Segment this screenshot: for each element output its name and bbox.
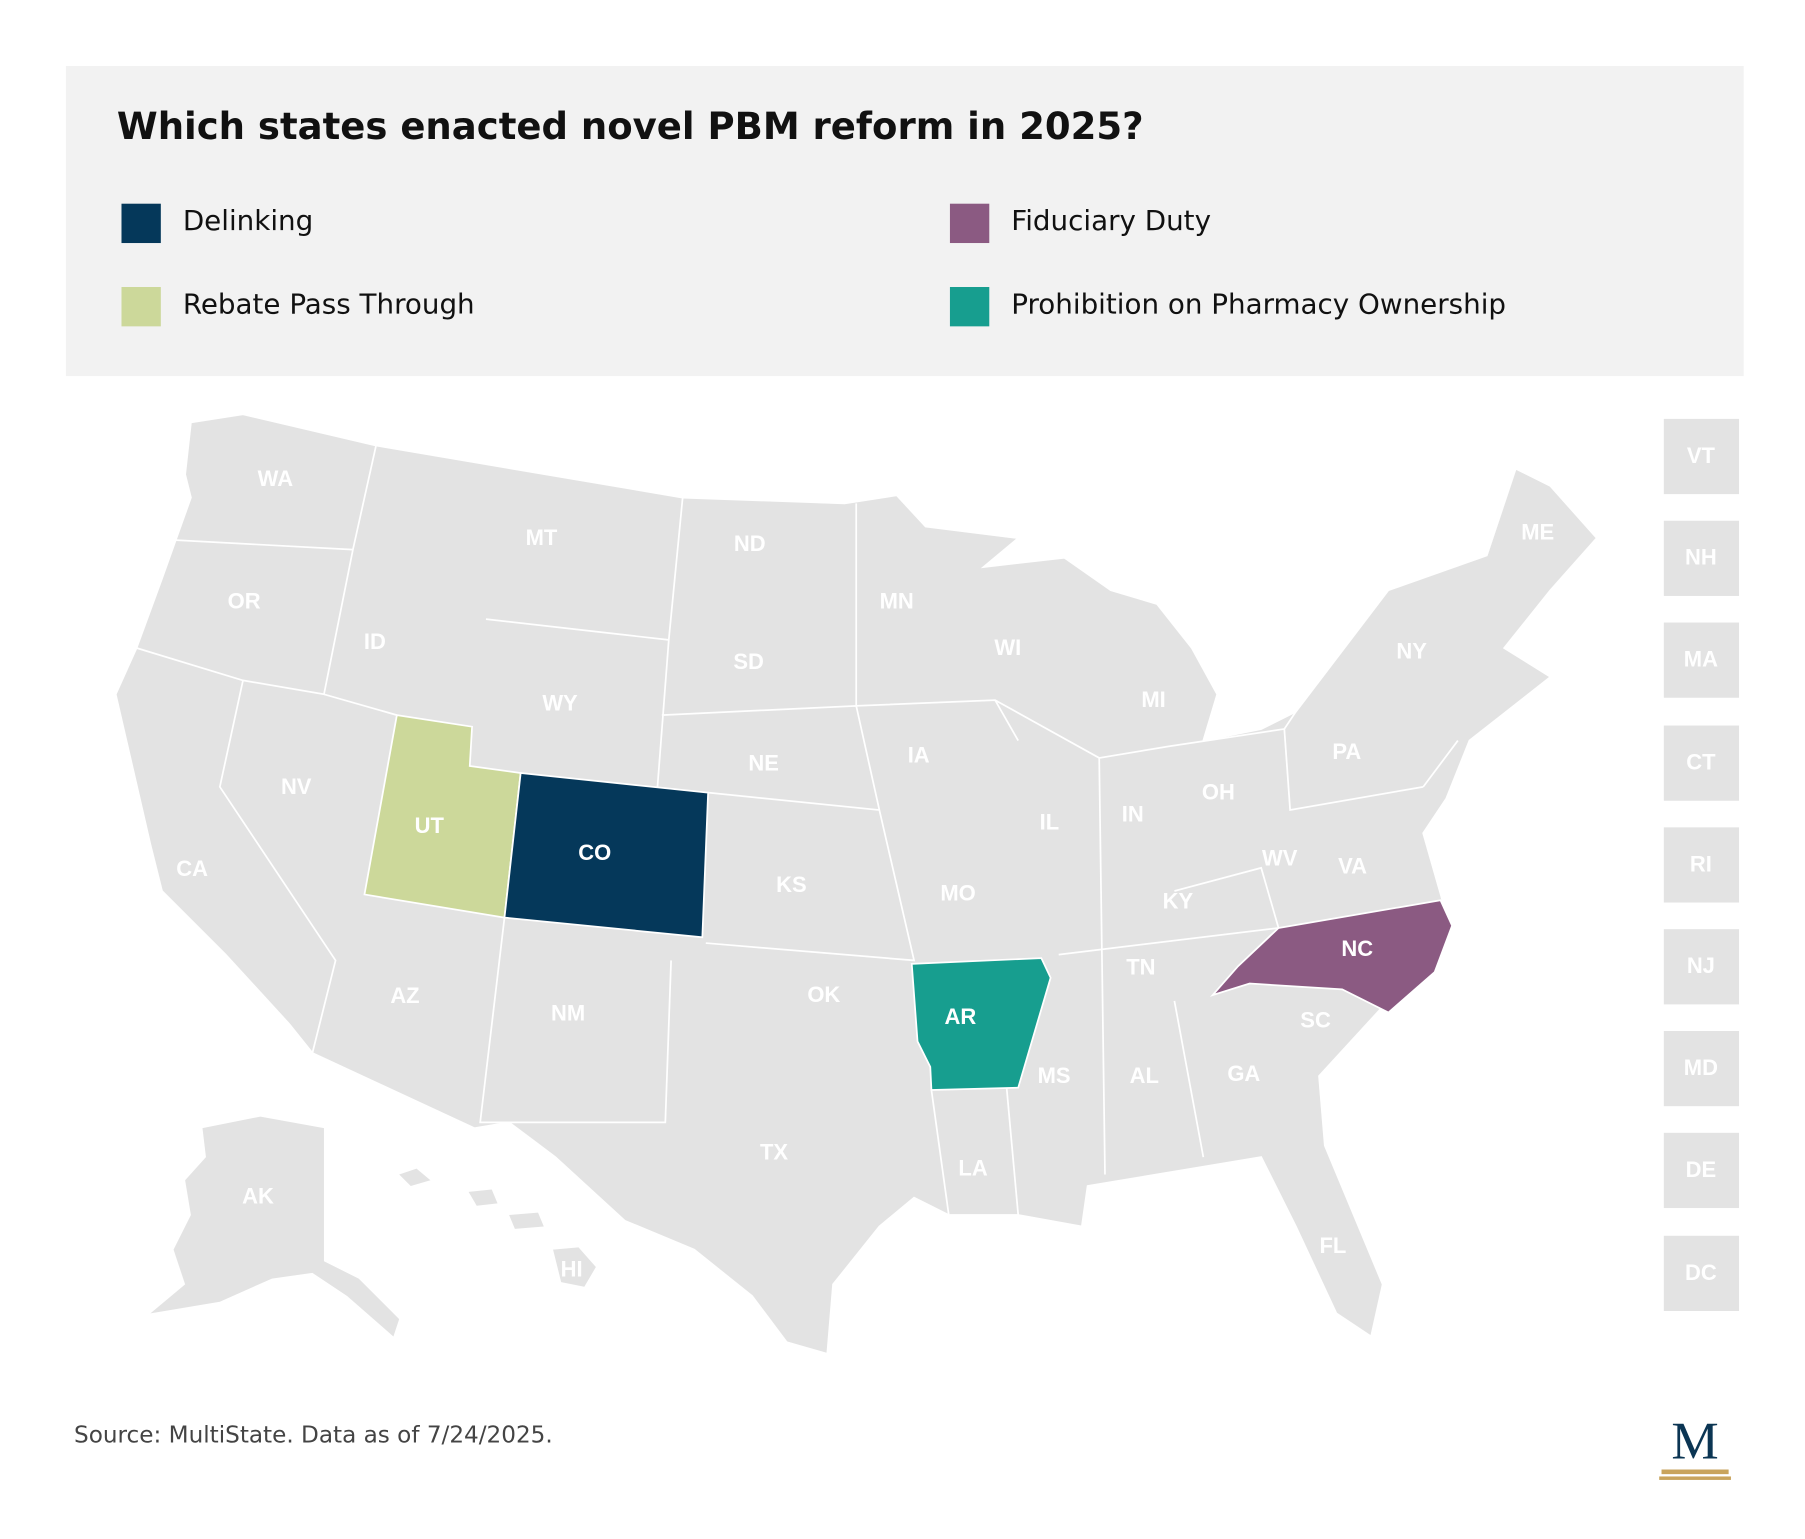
state-label: WA <box>258 466 294 491</box>
state-label: HI <box>561 1256 583 1281</box>
small-state-box <box>1663 520 1740 596</box>
state-label: TN <box>1126 954 1155 979</box>
state-label: MO <box>940 880 975 905</box>
logo-bar <box>1659 1476 1731 1480</box>
state-label: CA <box>176 856 208 881</box>
state-label: DC <box>1685 1260 1717 1285</box>
state-shape <box>1209 899 1454 1014</box>
legend-label: Rebate Pass Through <box>183 288 475 321</box>
state-borders <box>136 445 1459 1216</box>
state-label: ID <box>364 629 386 654</box>
legend-swatch <box>121 203 161 244</box>
state-label: SC <box>1300 1008 1331 1033</box>
state-label: KS <box>776 872 807 897</box>
alaska-outline <box>150 1116 400 1337</box>
state-label: UT <box>415 813 445 838</box>
state-label: CT <box>1686 750 1716 775</box>
state-label: LA <box>958 1156 987 1181</box>
logo-bar <box>1661 1469 1729 1475</box>
state-label: AK <box>242 1183 274 1208</box>
state-label: PA <box>1332 739 1361 764</box>
state-label: MA <box>1684 647 1718 672</box>
small-state-boxes: VT NH MA CT RI NJ MD DE DC <box>1663 418 1740 1311</box>
small-state-box <box>1663 929 1740 1005</box>
small-state-box <box>1663 418 1740 495</box>
state-label: RI <box>1690 851 1712 876</box>
state-label: KY <box>1163 888 1194 913</box>
state-label: AL <box>1130 1063 1159 1088</box>
state-shape <box>503 772 710 939</box>
state-label: NJ <box>1687 953 1715 978</box>
legend-label: Prohibition on Pharmacy Ownership <box>1011 288 1506 321</box>
logo-letter: M <box>1671 1412 1718 1471</box>
state-label: TX <box>760 1139 788 1164</box>
state-label: IN <box>1122 802 1144 827</box>
legend-label: Delinking <box>183 204 313 237</box>
state-label: AZ <box>390 983 419 1008</box>
state-label: WY <box>542 691 578 716</box>
state-label: MN <box>880 589 914 614</box>
state-label: CO <box>578 840 611 865</box>
legend-swatch <box>949 287 990 327</box>
state-label: AR <box>944 1004 976 1029</box>
state-label: NH <box>1685 545 1717 570</box>
state-label: ME <box>1521 519 1554 544</box>
legend: Delinking Fiduciary Duty Rebate Pass Throu… <box>121 203 1506 327</box>
state-label: MT <box>526 525 558 550</box>
small-state-box <box>1663 1132 1740 1209</box>
state-label: NM <box>551 1001 585 1026</box>
source-note: Source: MultiState. Data as of 7/24/2025… <box>74 1422 553 1448</box>
state-label: FL <box>1320 1233 1347 1258</box>
logo: M <box>1659 1412 1731 1480</box>
map: WA OR CA NV ID MT WY UT CO AZ NM ND SD NE KS OK TX MN IA MO… <box>114 413 1598 1355</box>
small-state-box <box>1663 1030 1740 1107</box>
legend-swatch <box>121 287 161 327</box>
state-label: WI <box>994 635 1021 660</box>
state-label: NV <box>281 774 312 799</box>
state-label: VA <box>1338 854 1367 879</box>
small-state-box <box>1663 725 1740 801</box>
state-label: ND <box>734 531 766 556</box>
state-label: MD <box>1684 1055 1718 1080</box>
state-label: OR <box>228 589 261 614</box>
state-label: WV <box>1262 846 1298 871</box>
hawaii-outline <box>399 1168 596 1287</box>
state-label: OK <box>807 982 840 1007</box>
small-state-box <box>1663 622 1740 698</box>
small-state-box <box>1663 1235 1740 1311</box>
state-label: SD <box>733 649 764 674</box>
state-label: OH <box>1202 780 1235 805</box>
state-label: GA <box>1227 1061 1260 1086</box>
state-label: DE <box>1686 1157 1717 1182</box>
legend-label: Fiduciary Duty <box>1011 204 1211 237</box>
state-label: IA <box>908 743 930 768</box>
title: Which states enacted novel PBM reform in… <box>117 105 1144 148</box>
state-label: VT <box>1687 443 1716 468</box>
legend-swatch <box>949 203 990 244</box>
header-panel <box>65 66 1744 377</box>
state-label: MS <box>1038 1063 1071 1088</box>
state-label: MI <box>1141 687 1165 712</box>
state-label: NY <box>1396 638 1427 663</box>
small-state-box <box>1663 827 1740 903</box>
state-label: NE <box>748 751 779 776</box>
state-shape <box>910 957 1052 1091</box>
state-label: NC <box>1341 936 1373 961</box>
state-label: IL <box>1040 810 1060 835</box>
us-outline <box>114 413 1598 1355</box>
